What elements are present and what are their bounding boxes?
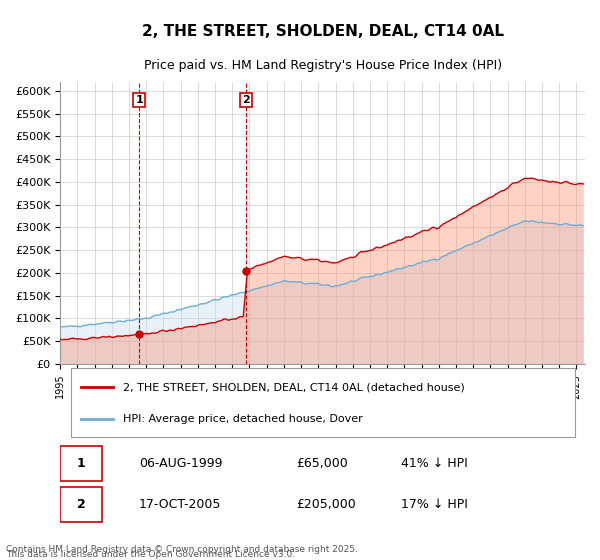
Text: 2, THE STREET, SHOLDEN, DEAL, CT14 0AL (detached house): 2, THE STREET, SHOLDEN, DEAL, CT14 0AL (… — [123, 382, 465, 392]
Text: 06-AUG-1999: 06-AUG-1999 — [139, 457, 223, 470]
Text: This data is licensed under the Open Government Licence v3.0.: This data is licensed under the Open Gov… — [6, 550, 295, 559]
Text: 17-OCT-2005: 17-OCT-2005 — [139, 498, 221, 511]
Text: 41% ↓ HPI: 41% ↓ HPI — [401, 457, 468, 470]
Text: 2, THE STREET, SHOLDEN, DEAL, CT14 0AL: 2, THE STREET, SHOLDEN, DEAL, CT14 0AL — [142, 24, 503, 39]
Text: Contains HM Land Registry data © Crown copyright and database right 2025.: Contains HM Land Registry data © Crown c… — [6, 544, 358, 554]
FancyBboxPatch shape — [60, 487, 102, 522]
FancyBboxPatch shape — [71, 368, 575, 437]
Text: £65,000: £65,000 — [296, 457, 348, 470]
Text: 2: 2 — [77, 498, 86, 511]
Text: 2: 2 — [242, 95, 250, 105]
FancyBboxPatch shape — [60, 446, 102, 481]
Text: Price paid vs. HM Land Registry's House Price Index (HPI): Price paid vs. HM Land Registry's House … — [143, 59, 502, 72]
Text: 1: 1 — [136, 95, 143, 105]
Text: HPI: Average price, detached house, Dover: HPI: Average price, detached house, Dove… — [123, 414, 363, 424]
Text: 1: 1 — [77, 457, 86, 470]
Text: 17% ↓ HPI: 17% ↓ HPI — [401, 498, 468, 511]
Text: £205,000: £205,000 — [296, 498, 356, 511]
